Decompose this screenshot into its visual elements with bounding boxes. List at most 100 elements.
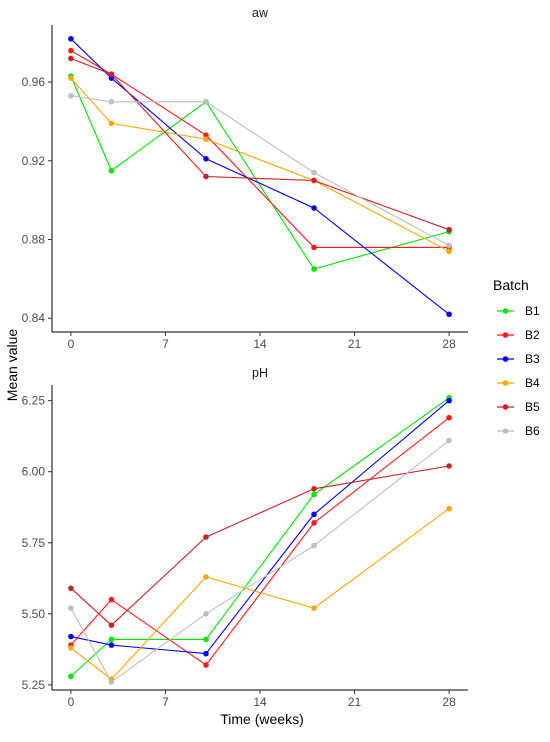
- panel-aw-x-tick-label: 7: [162, 337, 169, 351]
- panel-aw-point-b5: [311, 177, 317, 184]
- legend-key-point-b4: [502, 380, 509, 386]
- panel-ph-point-b4: [446, 505, 452, 512]
- panel-ph-series-line-b5: [70, 465, 450, 626]
- panel-ph-point-b3: [311, 511, 317, 518]
- panel-ph-point-b4: [203, 574, 209, 580]
- panel-aw-point-b2: [311, 244, 317, 251]
- panel-ph-x-tick-label: 0: [68, 695, 75, 709]
- panel-ph-point-b5: [108, 622, 115, 628]
- panel-aw-point-b6: [68, 93, 74, 99]
- panel-ph-point-b1: [203, 636, 209, 643]
- panel-aw-series-line-b2: [70, 50, 450, 248]
- panel-ph-point-b3: [203, 650, 209, 657]
- panel-ph-series-line-b1: [70, 397, 450, 677]
- legend-label-b5: B5: [525, 400, 540, 414]
- panel-ph-series-line-b2: [70, 417, 450, 666]
- panel-ph-point-b4: [311, 605, 317, 611]
- panel-ph-x-tick-label: 28: [442, 695, 456, 709]
- panel-aw-y-tick-label: 0.84: [22, 311, 46, 325]
- panel-aw-title: aw: [252, 6, 269, 20]
- panel-ph-point-b5: [446, 463, 452, 469]
- panel-ph-point-b5: [203, 534, 209, 540]
- x-axis-title: Time (weeks): [220, 711, 304, 727]
- panel-ph-point-b4: [68, 645, 74, 651]
- legend-label-b2: B2: [525, 328, 540, 342]
- panel-ph-x-tick-label: 7: [162, 695, 169, 709]
- panel-aw-point-b6: [446, 242, 452, 249]
- panel-ph-point-b5: [68, 585, 74, 592]
- panel-aw-y-tick-label: 0.88: [22, 233, 46, 247]
- panel-aw-point-b4: [108, 120, 115, 127]
- panel-aw-point-b6: [203, 98, 209, 105]
- panel-aw-point-b3: [68, 35, 74, 42]
- panel-ph-x-tick-label: 21: [348, 695, 362, 709]
- panel-aw-y-tick-label: 0.96: [22, 75, 46, 89]
- legend-title: Batch: [493, 277, 529, 293]
- panel-ph-point-b6: [68, 605, 74, 611]
- panel-ph-point-b1: [311, 491, 317, 498]
- panel-aw-point-b1: [311, 266, 317, 272]
- legend-label-b6: B6: [525, 424, 540, 438]
- panel-ph-title: pH: [252, 366, 268, 380]
- panel-ph-point-b6: [311, 542, 317, 549]
- panel-aw-series-line-b1: [70, 75, 450, 270]
- panel-aw-point-b3: [108, 75, 115, 81]
- panel-aw-point-b5: [203, 173, 209, 180]
- panel-aw-point-b5: [446, 226, 452, 233]
- panel-ph-y-tick-label: 5.25: [22, 678, 46, 692]
- panel-ph-point-b3: [108, 642, 115, 648]
- panel-aw-x-tick-label: 14: [253, 337, 267, 351]
- panel-ph-point-b3: [68, 633, 74, 640]
- panel-aw-point-b3: [203, 156, 209, 162]
- panel-ph-point-b2: [446, 414, 452, 421]
- panel-aw-point-b4: [68, 75, 74, 81]
- panel-aw-point-b3: [446, 311, 452, 318]
- panel-ph-point-b2: [203, 662, 209, 668]
- legend-label-b3: B3: [525, 352, 540, 366]
- panel-aw-y-tick-label: 0.92: [22, 154, 46, 168]
- panel-ph-y-tick-label: 5.75: [22, 536, 46, 550]
- legend-key-point-b3: [502, 356, 509, 362]
- y-axis-title: Mean value: [4, 329, 20, 402]
- legend-key-point-b6: [502, 428, 509, 434]
- legend-label-b4: B4: [525, 376, 540, 390]
- panel-aw-point-b2: [203, 132, 209, 139]
- legend-key-point-b5: [502, 404, 509, 410]
- legend: B1 B2 B3 B4 B5 B6: [497, 304, 540, 438]
- panel-aw-point-b1: [108, 167, 115, 174]
- panel-ph-point-b2: [311, 520, 317, 526]
- plot-layer: aw 0.84 0.88 0.92 0.96 0 7 14 21 28 pH 5.25 5.50 5.75…: [22, 6, 468, 709]
- panel-aw-point-b5: [108, 71, 115, 77]
- legend-key-point-b2: [502, 332, 509, 338]
- panel-ph-series-line-b6: [70, 439, 450, 683]
- panel-aw-point-b6: [108, 98, 115, 105]
- legend-key-point-b1: [502, 308, 509, 314]
- panel-aw-x-tick-label: 0: [68, 337, 75, 351]
- panel-aw-series-line-b4: [70, 77, 450, 252]
- panel-ph-y-tick-label: 6.00: [22, 465, 46, 479]
- legend-label-b1: B1: [525, 304, 540, 318]
- panel-aw-x-tick-label: 28: [442, 337, 456, 351]
- panel-ph-point-b6: [446, 437, 452, 444]
- panel-ph-point-b2: [108, 596, 115, 603]
- panel-aw-point-b3: [311, 205, 317, 211]
- panel-ph-point-b6: [108, 679, 115, 685]
- panel-ph-point-b1: [108, 636, 115, 643]
- panel-aw-point-b2: [68, 47, 74, 54]
- panel-ph-point-b1: [68, 673, 74, 680]
- panel-aw-point-b6: [311, 169, 317, 176]
- panel-aw-x-tick-label: 21: [348, 337, 362, 351]
- panel-aw-series-line-b6: [70, 95, 450, 246]
- panel-aw-point-b4: [203, 136, 209, 142]
- panel-ph-x-tick-label: 14: [253, 695, 267, 709]
- panel-ph-point-b3: [446, 397, 452, 404]
- panel-ph-y-tick-label: 6.25: [22, 394, 46, 408]
- panel-aw-series-line-b3: [70, 38, 450, 315]
- panel-aw-point-b5: [68, 55, 74, 62]
- panel-aw-point-b4: [446, 248, 452, 255]
- panel-ph-point-b6: [203, 611, 209, 617]
- panel-ph-y-tick-label: 5.50: [22, 607, 46, 621]
- panel-ph-point-b5: [311, 485, 317, 492]
